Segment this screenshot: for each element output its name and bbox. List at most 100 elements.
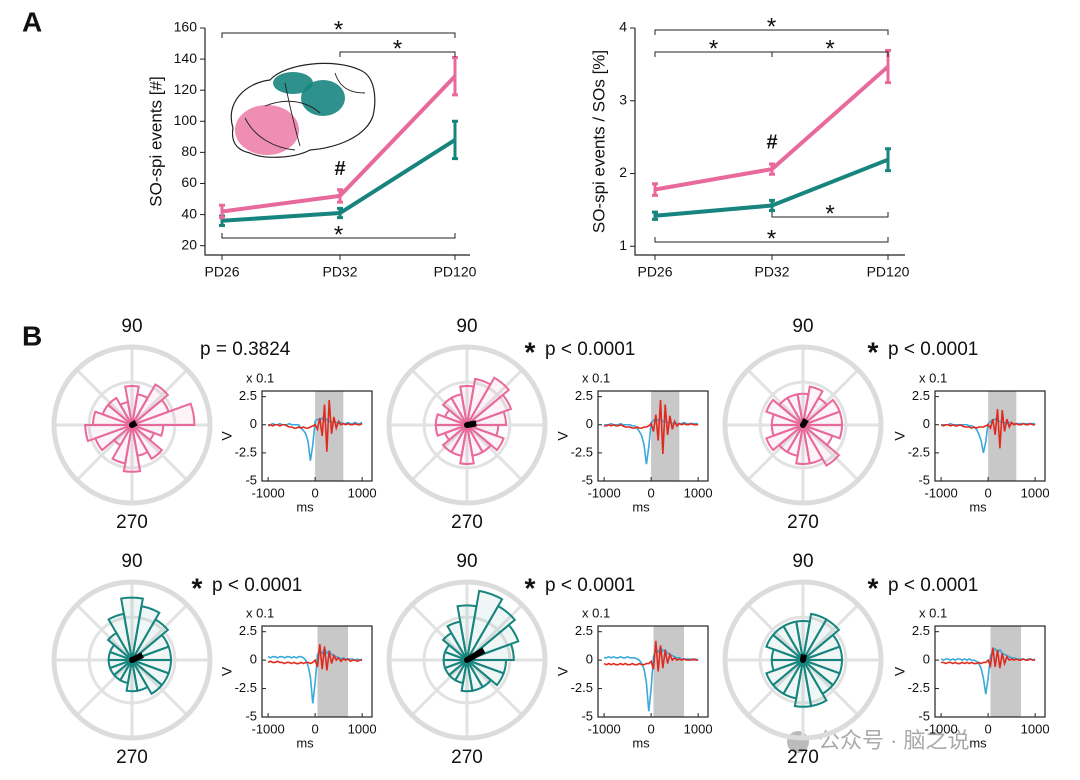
signal-line: [604, 399, 699, 455]
x-tick-label: -1000: [251, 485, 284, 500]
x-tick-label: 1000: [1021, 485, 1050, 500]
y-tick-label: 2.5: [912, 623, 930, 638]
polar-spoke: [465, 423, 524, 482]
x-axis-label: ms: [969, 499, 987, 514]
polar-ring: [758, 615, 848, 705]
y-tick-label: 120: [174, 81, 198, 97]
signal-line: [603, 640, 699, 672]
rose-wedge: [466, 376, 511, 426]
x-tick-label: PD120: [434, 264, 477, 280]
signal-line: [940, 647, 1036, 695]
rose-wedge: [466, 424, 500, 437]
y-tick-label: -2.5: [908, 680, 930, 695]
watermark: 公众号 · 脑之说: [818, 728, 970, 753]
x-axis-label: ms: [296, 499, 314, 514]
marker-label: #: [334, 158, 345, 180]
scale-label: x 0.1: [582, 370, 610, 385]
y-tick-label: 2.5: [575, 388, 593, 403]
y-tick-label: -2.5: [235, 680, 257, 695]
x-axis-label: ms: [296, 735, 314, 750]
polar-spoke: [75, 658, 134, 717]
angle-tick-label: 270: [787, 512, 819, 533]
x-tick-label: -1000: [924, 485, 957, 500]
polar-spoke: [801, 423, 860, 482]
y-tick-label: -2.5: [235, 444, 257, 459]
y-tick-label: 60: [181, 174, 197, 190]
y-tick-label: -5: [245, 472, 257, 487]
x-tick-label: 0: [648, 721, 655, 736]
rose-wedge: [94, 424, 133, 452]
p-value: p < 0.0001: [212, 575, 302, 596]
rose-wedge: [131, 424, 164, 461]
scale-label: x 0.1: [919, 605, 947, 620]
p-value: p < 0.0001: [888, 339, 978, 360]
rose-wedge: [466, 589, 504, 661]
significance-marker: *: [525, 572, 536, 603]
x-tick-label: PD26: [204, 264, 239, 280]
significance-marker: *: [868, 572, 879, 603]
polar-spoke: [410, 658, 469, 717]
significance-marker: *: [868, 336, 879, 367]
polar-spoke: [801, 368, 860, 427]
error-bar: [652, 210, 658, 221]
polar-outer-ring: [51, 579, 213, 741]
rose-wedge: [441, 396, 468, 426]
rose-wedge: [802, 398, 841, 426]
y-axis-label: V: [892, 666, 908, 676]
x-tick-label: PD32: [754, 264, 789, 280]
x-axis-label: ms: [632, 735, 650, 750]
mean-vector: [465, 647, 486, 663]
polar-outer-ring: [722, 579, 884, 741]
polar-spoke: [130, 603, 189, 662]
polar-spoke: [801, 603, 860, 662]
signal-line: [940, 408, 1036, 449]
x-tick-label: -1000: [587, 485, 620, 500]
polar-outer-ring: [386, 344, 548, 506]
rose-wedge: [802, 612, 828, 661]
angle-tick-label: 90: [121, 316, 142, 337]
y-tick-label: 40: [181, 205, 197, 221]
polar-spoke: [746, 368, 805, 427]
error-bar: [652, 182, 658, 197]
error-bar: [452, 119, 458, 161]
rose-wedge: [466, 377, 492, 426]
polar-ring: [87, 615, 177, 705]
y-tick-label: 2.5: [239, 623, 257, 638]
center-dot: [129, 422, 135, 428]
x-tick-label: -1000: [587, 721, 620, 736]
y-tick-label: 0: [586, 416, 593, 431]
plot-frame: [934, 390, 1046, 482]
y-tick-label: -5: [918, 472, 930, 487]
signal-line: [267, 644, 363, 671]
angle-tick-label: 270: [116, 747, 148, 768]
polar-spoke: [75, 603, 134, 662]
p-value: p < 0.0001: [888, 575, 978, 596]
significance-label: *: [393, 35, 402, 62]
y-tick-label: -5: [581, 472, 593, 487]
rose-wedge: [124, 385, 140, 426]
polar-spoke: [410, 423, 469, 482]
rose-wedge: [765, 424, 804, 452]
polar-outer-ring: [51, 344, 213, 506]
x-tick-label: 0: [312, 721, 319, 736]
x-tick-label: 0: [985, 721, 992, 736]
rose-wedge: [765, 398, 804, 426]
polar-spoke: [410, 603, 469, 662]
shade-window: [988, 391, 1017, 481]
polar-spoke: [130, 368, 189, 427]
x-tick-label: 1000: [348, 485, 377, 500]
x-tick-label: PD32: [322, 264, 357, 280]
rose-wedge: [765, 633, 804, 661]
panel-label: A: [22, 6, 42, 37]
error-bar: [337, 206, 343, 220]
error-bar: [769, 198, 775, 213]
error-bar: [769, 162, 775, 176]
x-tick-label: 1000: [348, 721, 377, 736]
y-tick-label: -2.5: [908, 444, 930, 459]
signal-line: [267, 399, 363, 452]
signal-line: [604, 418, 699, 465]
y-axis-label: SO-spi events / SOs [%]: [589, 50, 608, 233]
plot-frame: [261, 625, 373, 718]
rose-wedge: [441, 631, 468, 661]
x-tick-label: 0: [985, 485, 992, 500]
